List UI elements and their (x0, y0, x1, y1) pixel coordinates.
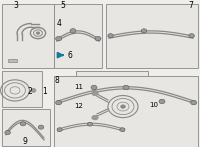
Circle shape (120, 128, 125, 132)
Text: 9: 9 (23, 137, 27, 146)
FancyBboxPatch shape (8, 59, 17, 62)
Circle shape (56, 36, 62, 41)
Text: 11: 11 (74, 84, 83, 90)
Circle shape (31, 88, 36, 92)
Circle shape (36, 32, 40, 34)
FancyBboxPatch shape (2, 109, 50, 146)
Text: 4: 4 (57, 19, 61, 28)
FancyBboxPatch shape (54, 76, 198, 147)
Circle shape (121, 105, 125, 108)
Text: 3: 3 (14, 1, 18, 10)
Text: 5: 5 (61, 1, 65, 10)
FancyBboxPatch shape (2, 71, 42, 107)
Circle shape (191, 100, 197, 105)
Circle shape (20, 122, 26, 126)
Text: 7: 7 (189, 1, 193, 10)
Circle shape (159, 99, 165, 104)
Circle shape (108, 34, 113, 38)
FancyBboxPatch shape (106, 4, 198, 68)
Circle shape (87, 122, 93, 126)
Circle shape (141, 29, 147, 33)
Circle shape (5, 131, 10, 135)
Text: 12: 12 (74, 103, 83, 109)
Circle shape (92, 115, 98, 120)
Circle shape (56, 100, 62, 105)
FancyBboxPatch shape (54, 4, 102, 68)
Circle shape (123, 85, 129, 90)
Circle shape (91, 85, 97, 90)
Text: 8: 8 (55, 76, 59, 85)
Circle shape (92, 91, 98, 96)
Text: 2: 2 (27, 87, 32, 96)
FancyBboxPatch shape (76, 71, 148, 140)
Circle shape (95, 36, 101, 41)
Text: 10: 10 (149, 102, 158, 108)
FancyBboxPatch shape (2, 4, 54, 68)
Text: 1: 1 (43, 87, 47, 96)
Text: 6: 6 (67, 51, 72, 60)
Circle shape (189, 34, 194, 38)
Circle shape (70, 29, 76, 33)
Circle shape (38, 125, 44, 129)
Circle shape (57, 128, 62, 132)
